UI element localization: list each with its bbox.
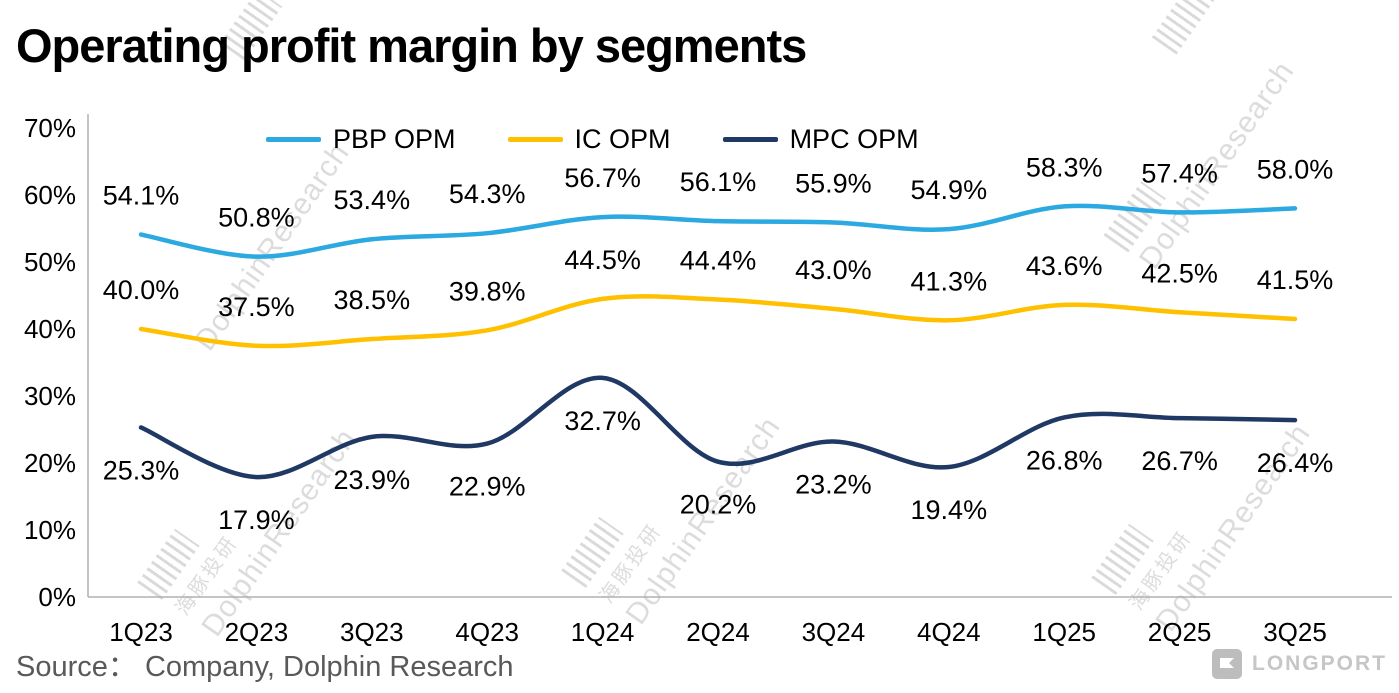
data-label: 43.6% xyxy=(1026,251,1103,281)
legend-label: MPC OPM xyxy=(789,124,919,154)
data-label: 57.4% xyxy=(1141,158,1218,188)
page-title: Operating profit margin by segments xyxy=(16,19,807,72)
y-tick-label: 20% xyxy=(24,448,76,478)
data-label: 56.1% xyxy=(680,167,757,197)
data-label: 55.9% xyxy=(795,168,872,198)
y-tick-label: 60% xyxy=(24,180,76,210)
data-label: 54.1% xyxy=(103,181,180,211)
data-label: 41.5% xyxy=(1257,265,1334,295)
legend-item-mpc-opm: MPC OPM xyxy=(722,124,919,155)
legend-label: PBP OPM xyxy=(333,124,456,154)
x-tick-label: 3Q25 xyxy=(1263,617,1327,647)
y-tick-label: 30% xyxy=(24,381,76,411)
y-tick-label: 70% xyxy=(24,113,76,143)
x-tick-label: 4Q23 xyxy=(455,617,519,647)
data-label: 32.7% xyxy=(564,406,641,436)
legend-item-pbp-opm: PBP OPM xyxy=(266,124,456,155)
longport-logo: LONGPORT xyxy=(1212,649,1387,679)
data-label: 17.9% xyxy=(218,505,295,535)
data-label: 58.0% xyxy=(1257,154,1334,184)
data-label: 26.4% xyxy=(1257,448,1334,478)
data-label: 19.4% xyxy=(911,495,988,525)
series-line-ic-opm xyxy=(138,294,1298,349)
legend-line-swatch xyxy=(722,137,778,142)
data-label: 44.4% xyxy=(680,246,757,276)
data-label: 50.8% xyxy=(218,203,295,233)
legend-line-swatch xyxy=(507,137,563,142)
data-label: 26.7% xyxy=(1141,446,1218,476)
x-tick-label: 3Q24 xyxy=(802,617,866,647)
x-tick-label: 2Q23 xyxy=(225,617,289,647)
data-label: 22.9% xyxy=(449,472,526,502)
x-tick-label: 1Q24 xyxy=(571,617,635,647)
longport-icon xyxy=(1212,649,1242,679)
data-label: 53.4% xyxy=(334,185,411,215)
chart-legend: PBP OPM IC OPM MPC OPM xyxy=(266,124,919,155)
y-tick-label: 50% xyxy=(24,247,76,277)
x-tick-label: 4Q24 xyxy=(917,617,981,647)
data-label: 26.8% xyxy=(1026,445,1103,475)
legend-line-swatch xyxy=(266,137,321,142)
series-line-mpc-opm xyxy=(138,375,1298,480)
data-label: 58.3% xyxy=(1026,152,1103,182)
data-label: 41.3% xyxy=(911,266,988,296)
x-tick-label: 1Q25 xyxy=(1032,617,1096,647)
data-label: 20.2% xyxy=(680,490,757,520)
x-tick-label: 3Q23 xyxy=(340,617,404,647)
data-label: 23.2% xyxy=(795,470,872,500)
data-label: 23.9% xyxy=(334,465,411,495)
data-label: 39.8% xyxy=(449,276,526,306)
legend-label: IC OPM xyxy=(574,124,671,154)
longport-logo-text: LONGPORT xyxy=(1252,652,1387,675)
data-label: 42.5% xyxy=(1141,258,1218,288)
x-tick-label: 2Q24 xyxy=(686,617,750,647)
data-label: 54.9% xyxy=(911,175,988,205)
data-label: 43.0% xyxy=(795,255,872,285)
source-note: Source： Company, Dolphin Research xyxy=(16,651,514,683)
data-label: 54.3% xyxy=(449,179,526,209)
data-label: 25.3% xyxy=(103,455,180,485)
y-tick-label: 0% xyxy=(38,582,76,612)
data-label: 44.5% xyxy=(564,245,641,275)
data-label: 38.5% xyxy=(334,285,411,315)
x-tick-label: 1Q23 xyxy=(109,617,173,647)
data-label: 56.7% xyxy=(564,163,641,193)
data-label: 37.5% xyxy=(218,292,295,322)
data-label: 40.0% xyxy=(103,275,180,305)
series-line-pbp-opm xyxy=(138,203,1298,259)
legend-item-ic-opm: IC OPM xyxy=(507,124,671,155)
y-tick-label: 10% xyxy=(24,515,76,545)
y-tick-label: 40% xyxy=(24,314,76,344)
x-tick-label: 2Q25 xyxy=(1148,617,1212,647)
